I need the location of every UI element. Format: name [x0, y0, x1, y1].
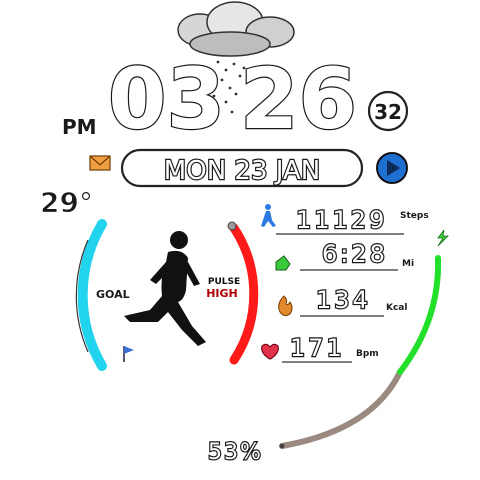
pulse-arc — [229, 223, 259, 365]
svg-text:11129: 11129 — [296, 206, 387, 234]
date-text: MON 23 JAN — [164, 156, 320, 186]
date-pill: MON 23 JAN — [120, 148, 364, 187]
zone-label: HIGH — [206, 287, 238, 300]
walker-icon — [261, 204, 276, 227]
temperature: 29° — [40, 186, 93, 219]
lightning-icon — [437, 229, 449, 247]
flag-icon — [123, 346, 134, 362]
battery-arc-charged — [397, 255, 442, 375]
goal-arc — [77, 219, 107, 371]
mail-icon[interactable] — [89, 155, 111, 171]
rain-cloud-icon — [177, 1, 295, 114]
svg-text:Mi: Mi — [402, 259, 414, 269]
battery-arc-empty — [279, 369, 403, 449]
heart-rate-row: 171 Bpm — [261, 333, 379, 363]
time-hours: 03 — [108, 50, 225, 148]
pulse-label: PULSE — [208, 277, 240, 287]
shoe-icon — [275, 255, 291, 271]
svg-text:6:28: 6:28 — [322, 240, 388, 268]
steps-row: 11129 Steps — [261, 204, 429, 235]
calories-row: 134 Kcal — [278, 285, 407, 317]
svg-text:Bpm: Bpm — [356, 349, 379, 359]
svg-text:32: 32 — [374, 100, 402, 124]
svg-text:171: 171 — [290, 334, 345, 362]
distance-row: 6:28 Mi — [275, 239, 414, 271]
runner-icon — [124, 231, 206, 346]
heart-icon — [261, 343, 279, 360]
svg-text:Kcal: Kcal — [386, 303, 407, 313]
battery-percent: 53% — [208, 440, 263, 465]
goal-label: GOAL — [96, 288, 130, 301]
time-minutes: 26 — [240, 50, 357, 148]
ampm-label: PM — [62, 115, 97, 139]
seconds-badge: 32 — [367, 90, 409, 132]
svg-text:134: 134 — [316, 286, 371, 314]
play-button[interactable] — [376, 152, 408, 184]
svg-text:Steps: Steps — [400, 211, 429, 221]
flame-icon — [278, 295, 293, 317]
